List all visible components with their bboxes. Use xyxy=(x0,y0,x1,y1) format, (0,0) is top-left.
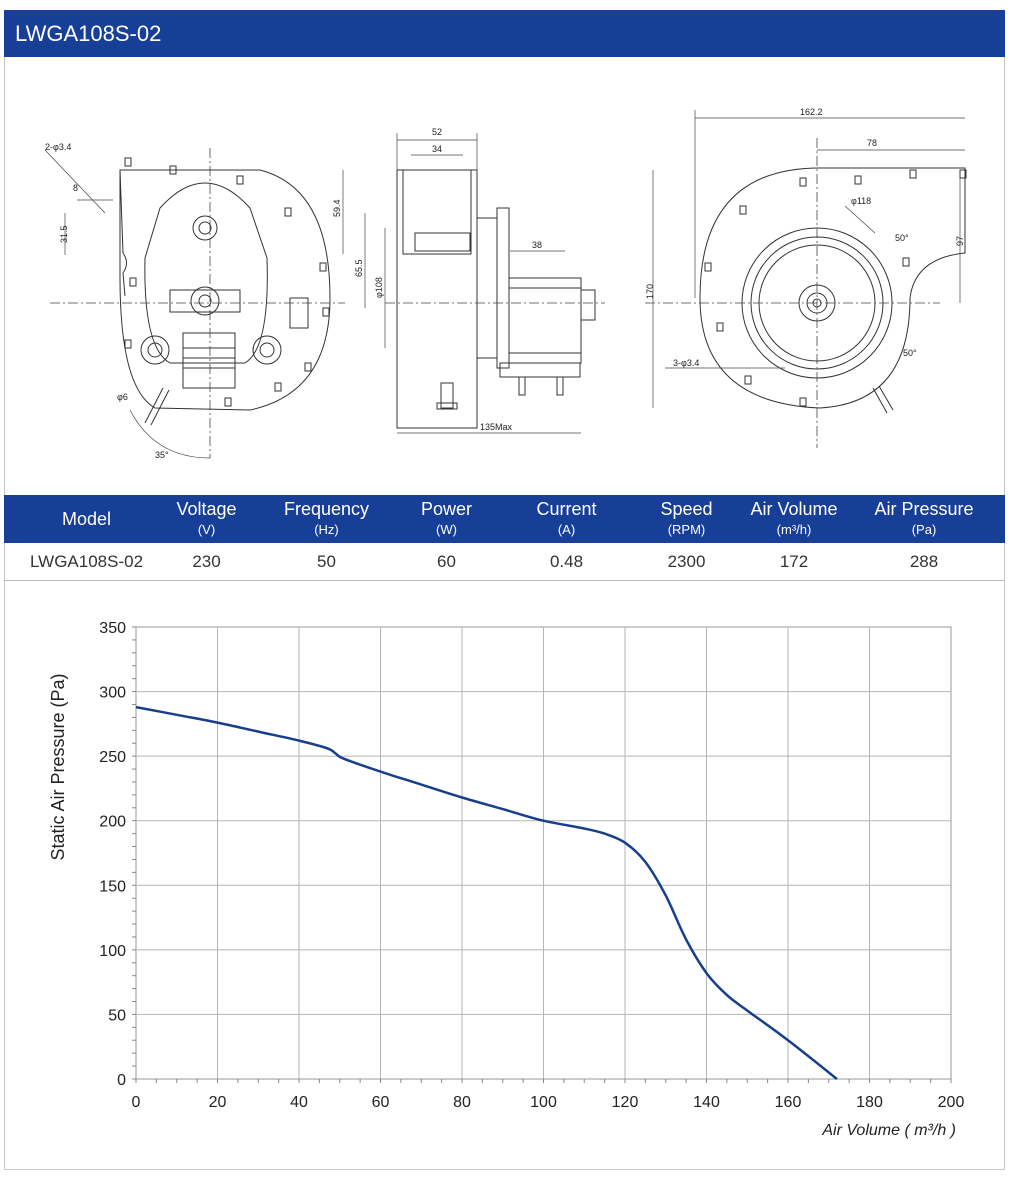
header-label: Model xyxy=(61,509,112,529)
header-unit: (W) xyxy=(436,522,457,537)
y-tick-label: 300 xyxy=(99,685,126,702)
dim-back-78: 78 xyxy=(867,138,877,148)
side-view-drawing xyxy=(396,169,596,429)
header-label: Voltage xyxy=(176,499,237,519)
header-label: Power xyxy=(420,499,473,519)
front-view-drawing xyxy=(119,157,331,426)
cell-current: 0.48 xyxy=(549,552,584,571)
header-unit: (A) xyxy=(557,522,576,537)
x-axis-label: Air Volume ( m³/h ) xyxy=(821,1122,956,1139)
cell-air-pressure: 288 xyxy=(909,552,939,571)
header-current: Current (A) xyxy=(504,499,629,537)
header-unit: (V) xyxy=(197,522,216,537)
chart-ticks: 0 20 40 60 80 100 120 140 160 180 200 0 50 100 150 200 2… xyxy=(99,620,964,1111)
cell-speed: 2300 xyxy=(667,552,706,571)
dim-side-65-5: 65.5 xyxy=(354,259,364,277)
header-unit: (m³/h) xyxy=(776,522,812,537)
dim-back-angle-50b: 50° xyxy=(903,348,917,358)
back-view-drawing xyxy=(699,167,967,414)
y-tick-label: 200 xyxy=(99,814,126,831)
y-tick-label: 100 xyxy=(99,943,126,960)
x-tick-label: 100 xyxy=(530,1094,557,1111)
header-label: Air Pressure xyxy=(874,499,974,519)
y-tick-label: 0 xyxy=(117,1072,126,1089)
chart-grid xyxy=(135,626,952,1080)
chart-series xyxy=(135,705,838,1080)
y-tick-label: 250 xyxy=(99,749,126,766)
header-label: Speed xyxy=(660,499,713,519)
header-speed: Speed (RPM) xyxy=(629,499,744,537)
dim-back-holes: 3-φ3.4 xyxy=(673,358,699,368)
dim-side-34: 34 xyxy=(432,144,442,154)
technical-drawings: 2-φ3.4 8 31.5 φ6 35° 52 34 59.4 65.5 φ10… xyxy=(44,107,967,460)
dim-back-angle-50a: 50° xyxy=(895,233,909,243)
x-tick-label: 200 xyxy=(938,1094,965,1111)
header-power: Power (W) xyxy=(389,499,504,537)
title-bar: LWGA108S-02 xyxy=(4,10,1005,57)
dim-side-dia-108: φ108 xyxy=(374,277,384,298)
dim-back-162-2: 162.2 xyxy=(800,107,823,117)
y-axis-label: Static Air Pressure (Pa) xyxy=(48,673,68,860)
header-air-volume: Air Volume (m³/h) xyxy=(734,499,854,537)
dim-side-38: 38 xyxy=(532,240,542,250)
dim-side-52: 52 xyxy=(432,127,442,137)
header-unit: (Hz) xyxy=(314,522,339,537)
header-label: Current xyxy=(536,499,597,519)
page-title: LWGA108S-02 xyxy=(15,21,162,46)
header-unit: (RPM) xyxy=(667,522,706,537)
y-tick-label: 150 xyxy=(99,878,126,895)
header-voltage: Voltage (V) xyxy=(149,499,264,537)
dim-front-angle-35: 35° xyxy=(155,450,169,460)
dim-front-holes: 2-φ3.4 xyxy=(45,142,71,152)
y-tick-label: 50 xyxy=(108,1007,126,1024)
x-tick-label: 180 xyxy=(856,1094,883,1111)
dim-side-59-4: 59.4 xyxy=(332,199,342,217)
cell-air-volume: 172 xyxy=(779,552,809,571)
dim-back-97: 97 xyxy=(955,236,965,246)
dim-back-dia-118: φ118 xyxy=(851,196,871,206)
header-air-pressure: Air Pressure (Pa) xyxy=(859,499,989,537)
dim-side-135: 135Max xyxy=(480,422,513,432)
performance-chart: 0 20 40 60 80 100 120 140 160 180 200 0 50 100 150 200 2… xyxy=(48,620,964,1139)
x-tick-label: 120 xyxy=(612,1094,639,1111)
dim-front-8: 8 xyxy=(73,183,78,193)
center-lines xyxy=(50,138,940,458)
cell-frequency: 50 xyxy=(317,552,336,571)
x-tick-label: 160 xyxy=(775,1094,802,1111)
header-frequency: Frequency (Hz) xyxy=(264,499,389,537)
spec-table-row: LWGA108S-02 230 50 60 0.48 2300 172 288 xyxy=(4,543,1005,581)
header-model: Model xyxy=(24,509,149,530)
y-tick-label: 350 xyxy=(99,620,126,637)
dim-back-170: 170 xyxy=(645,284,655,299)
header-label: Frequency xyxy=(283,499,370,519)
x-tick-label: 40 xyxy=(290,1094,308,1111)
x-tick-label: 60 xyxy=(372,1094,390,1111)
x-tick-label: 0 xyxy=(132,1094,141,1111)
dim-front-31-5: 31.5 xyxy=(59,225,69,243)
x-tick-label: 20 xyxy=(209,1094,227,1111)
cell-power: 60 xyxy=(437,552,456,571)
x-tick-label: 80 xyxy=(453,1094,471,1111)
cell-model: LWGA108S-02 xyxy=(29,552,144,571)
pressure-curve xyxy=(135,705,838,1080)
x-tick-label: 140 xyxy=(693,1094,720,1111)
dimension-lines xyxy=(44,110,965,459)
dim-front-dia-6: φ6 xyxy=(117,392,128,402)
header-label: Air Volume xyxy=(750,499,838,519)
header-unit: (Pa) xyxy=(911,522,937,537)
cell-voltage: 230 xyxy=(192,552,221,571)
spec-table-header: Model Voltage (V) Frequency (Hz) Power (… xyxy=(4,495,1005,543)
